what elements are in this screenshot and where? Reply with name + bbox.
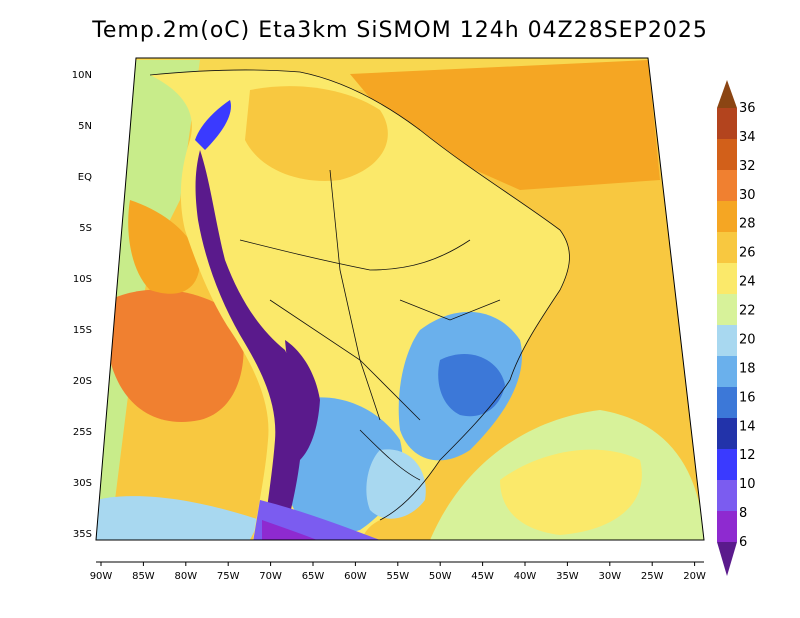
lon-label: 50W: [429, 571, 452, 582]
longitude-axis: 90W 85W 80W 75W 70W 65W 60W 55W 50W 45W 40W 35W 30W 2…: [90, 562, 706, 582]
lat-label: 5N: [78, 121, 92, 132]
colorbar-label: 34: [739, 130, 756, 145]
colorbar-label: 30: [739, 188, 756, 203]
colorbar-label: 28: [739, 217, 756, 232]
colorbar-band: [717, 232, 737, 263]
lon-label: 45W: [471, 571, 494, 582]
colorbar-label: 14: [739, 419, 756, 434]
lon-label: 35W: [556, 571, 579, 582]
colorbar-label: 18: [739, 361, 756, 376]
lat-label: 10S: [73, 274, 92, 285]
colorbar-label: 16: [739, 390, 756, 405]
colorbar: 36 34 32 30 28 26 24 22 20 18 16 14 12 10 8 6: [717, 80, 756, 576]
lon-label: 85W: [132, 571, 155, 582]
colorbar-label: 26: [739, 246, 756, 261]
colorbar-label: 20: [739, 332, 756, 347]
country-boundaries: [149, 69, 570, 521]
lon-label: 60W: [344, 571, 367, 582]
lon-label: 90W: [90, 571, 113, 582]
colorbar-label: 24: [739, 275, 756, 290]
colorbar-bottom-arrow: [717, 542, 737, 576]
colorbar-label: 12: [739, 448, 756, 463]
colorbar-band: [717, 511, 737, 542]
colorbar-label: 6: [739, 535, 747, 550]
colorbar-band: [717, 387, 737, 418]
colorbar-label: 8: [739, 506, 747, 521]
lon-label: 25W: [641, 571, 664, 582]
colorbar-band: [717, 356, 737, 387]
lon-label: 20W: [683, 571, 706, 582]
colorbar-band: [717, 170, 737, 201]
lat-label: 20S: [73, 376, 92, 387]
colorbar-band: [717, 480, 737, 511]
map-title: Temp.2m(oC) Eta3km SiSMOM 124h 04Z28SEP2…: [92, 18, 708, 43]
colorbar-label: 10: [739, 477, 756, 492]
colorbar-band: [717, 325, 737, 356]
colorbar-band: [717, 263, 737, 294]
lon-label: 30W: [598, 571, 621, 582]
colorbar-label: 32: [739, 159, 756, 174]
colorbar-band: [717, 294, 737, 325]
colorbar-band: [717, 449, 737, 480]
lon-label: 65W: [302, 571, 325, 582]
map-frame: [95, 57, 705, 541]
lon-label: 75W: [217, 571, 240, 582]
colorbar-label: 22: [739, 304, 756, 319]
temperature-field: [96, 58, 704, 540]
lat-label: EQ: [78, 172, 92, 183]
lat-label: 10N: [72, 70, 92, 81]
colorbar-band: [717, 108, 737, 139]
colorbar-top-arrow: [717, 80, 737, 108]
lat-label: 35S: [73, 529, 92, 540]
latitude-axis: 10N 5N EQ 5S 10S 15S 20S 25S 30S 35S: [72, 70, 92, 540]
lon-label: 40W: [514, 571, 537, 582]
colorbar-band: [717, 139, 737, 170]
lat-label: 15S: [73, 325, 92, 336]
colorbar-label: 36: [739, 101, 756, 116]
lat-label: 5S: [79, 223, 92, 234]
lon-label: 55W: [386, 571, 409, 582]
lat-label: 30S: [73, 478, 92, 489]
colorbar-band: [717, 201, 737, 232]
colorbar-band: [717, 418, 737, 449]
lon-label: 80W: [174, 571, 197, 582]
lon-label: 70W: [259, 571, 282, 582]
lat-label: 25S: [73, 427, 92, 438]
